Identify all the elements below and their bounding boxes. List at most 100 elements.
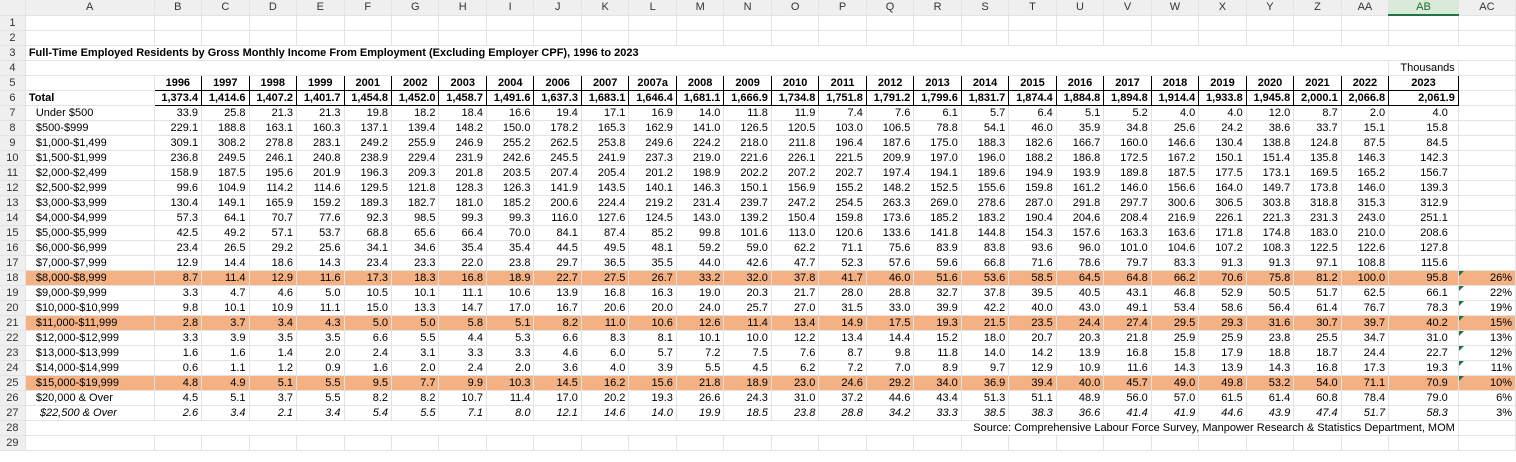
income-value-cell[interactable]: 19.3 <box>1388 360 1459 376</box>
total-value[interactable]: 2,066.8 <box>1340 90 1390 106</box>
income-value-cell[interactable]: 24.0 <box>676 300 725 316</box>
income-value-cell[interactable]: 3.9 <box>628 360 677 376</box>
income-value-cell[interactable]: 9.8 <box>866 345 915 361</box>
income-value-cell[interactable]: 144.8 <box>961 225 1010 241</box>
column-header-i[interactable]: I <box>486 0 535 16</box>
income-value-cell[interactable]: 6.6 <box>533 330 582 346</box>
row-header-7[interactable]: 7 <box>0 105 26 121</box>
cell-t1[interactable] <box>1008 15 1057 31</box>
income-value-cell[interactable]: 16.8 <box>1103 345 1152 361</box>
income-value-cell[interactable]: 60.8 <box>1293 390 1342 406</box>
income-value-cell[interactable]: 243.0 <box>1341 210 1390 226</box>
row-header-2[interactable]: 2 <box>0 30 26 46</box>
income-value-cell[interactable]: 57.1 <box>249 225 298 241</box>
cell-s1[interactable] <box>961 15 1010 31</box>
income-value-cell[interactable]: 22.7 <box>533 270 582 286</box>
income-value-cell[interactable]: 18.5 <box>723 405 772 421</box>
income-value-cell[interactable]: 2.0 <box>391 360 440 376</box>
income-value-cell[interactable]: 121.8 <box>391 180 440 196</box>
cell-a5[interactable] <box>25 75 155 91</box>
income-value-cell[interactable]: 138.8 <box>1246 135 1295 151</box>
row-header-22[interactable]: 22 <box>0 330 26 346</box>
income-value-cell[interactable]: 64.5 <box>1056 270 1105 286</box>
income-value-cell[interactable]: 10.1 <box>201 300 250 316</box>
income-value-cell[interactable]: 43.0 <box>1056 300 1105 316</box>
income-value-cell[interactable]: 156.7 <box>1388 165 1459 181</box>
income-value-cell[interactable]: 93.6 <box>1008 240 1057 256</box>
column-header-v[interactable]: V <box>1103 0 1152 16</box>
income-value-cell[interactable]: 9.7 <box>961 360 1010 376</box>
income-value-cell[interactable]: 58.5 <box>1008 270 1057 286</box>
income-value-cell[interactable]: 146.3 <box>1341 150 1390 166</box>
income-value-cell[interactable]: 16.3 <box>628 285 677 301</box>
income-value-cell[interactable]: 140.1 <box>628 180 677 196</box>
cell-n1[interactable] <box>723 15 772 31</box>
income-value-cell[interactable]: 36.5 <box>581 255 630 271</box>
income-value-cell[interactable]: 51.3 <box>961 390 1010 406</box>
income-value-cell[interactable]: 2.6 <box>154 405 203 421</box>
cell-ab2[interactable] <box>1388 30 1459 46</box>
income-value-cell[interactable]: 201.9 <box>296 165 345 181</box>
cell-f2[interactable] <box>344 30 393 46</box>
income-value-cell[interactable]: 14.0 <box>676 105 725 121</box>
cell-ac5[interactable] <box>1458 75 1516 91</box>
year-header[interactable]: 2017 <box>1103 74 1152 91</box>
income-value-cell[interactable]: 35.4 <box>438 240 487 256</box>
cell-o29[interactable] <box>771 435 820 451</box>
cell-y2[interactable] <box>1246 30 1295 46</box>
income-value-cell[interactable]: 193.9 <box>1056 165 1105 181</box>
income-band-label[interactable]: $10,000-$10,999 <box>25 300 155 316</box>
income-value-cell[interactable]: 49.1 <box>1103 300 1152 316</box>
cell-ac2[interactable] <box>1458 30 1516 46</box>
income-value-cell[interactable]: 114.2 <box>249 180 298 196</box>
income-value-cell[interactable]: 146.0 <box>1341 180 1390 196</box>
income-value-cell[interactable]: 33.2 <box>676 270 725 286</box>
income-value-cell[interactable]: 5.1 <box>201 390 250 406</box>
income-value-cell[interactable]: 211.8 <box>771 135 820 151</box>
income-value-cell[interactable]: 81.2 <box>1293 270 1342 286</box>
income-value-cell[interactable]: 283.1 <box>296 135 345 151</box>
income-value-cell[interactable]: 44.0 <box>676 255 725 271</box>
income-value-cell[interactable]: 207.4 <box>533 165 582 181</box>
income-value-cell[interactable]: 12.9 <box>154 255 203 271</box>
income-value-cell[interactable]: 188.2 <box>1008 150 1057 166</box>
income-value-cell[interactable]: 291.8 <box>1056 195 1105 211</box>
income-value-cell[interactable]: 49.8 <box>1198 375 1247 391</box>
income-value-cell[interactable]: 8.2 <box>344 390 393 406</box>
share-percent[interactable] <box>1458 150 1516 166</box>
income-value-cell[interactable]: 41.7 <box>818 270 867 286</box>
income-value-cell[interactable]: 14.3 <box>1151 360 1200 376</box>
cell-y1[interactable] <box>1246 15 1295 31</box>
income-value-cell[interactable]: 3.3 <box>154 285 203 301</box>
income-value-cell[interactable]: 124.8 <box>1293 135 1342 151</box>
income-band-label[interactable]: $3,000-$3,999 <box>25 195 155 211</box>
income-value-cell[interactable]: 65.6 <box>391 225 440 241</box>
income-value-cell[interactable]: 34.8 <box>1103 120 1152 136</box>
income-value-cell[interactable]: 59.6 <box>913 255 962 271</box>
cell-p2[interactable] <box>818 30 867 46</box>
income-value-cell[interactable]: 47.4 <box>1293 405 1342 421</box>
row-header-13[interactable]: 13 <box>0 195 26 211</box>
income-value-cell[interactable]: 28.8 <box>866 285 915 301</box>
income-value-cell[interactable]: 5.3 <box>486 330 535 346</box>
row-header-23[interactable]: 23 <box>0 345 26 361</box>
cell-ab1[interactable] <box>1388 15 1459 31</box>
income-value-cell[interactable]: 4.5 <box>154 390 203 406</box>
income-value-cell[interactable]: 7.6 <box>866 105 915 121</box>
income-value-cell[interactable]: 201.2 <box>628 165 677 181</box>
income-value-cell[interactable]: 21.8 <box>1103 330 1152 346</box>
cell-p1[interactable] <box>818 15 867 31</box>
income-value-cell[interactable]: 78.4 <box>1341 390 1390 406</box>
income-value-cell[interactable]: 31.5 <box>818 300 867 316</box>
row-header-11[interactable]: 11 <box>0 165 26 181</box>
income-value-cell[interactable]: 175.0 <box>913 135 962 151</box>
year-header[interactable]: 2008 <box>675 74 725 91</box>
cell-u2[interactable] <box>1056 30 1105 46</box>
column-header-aa[interactable]: AA <box>1341 0 1390 16</box>
income-value-cell[interactable]: 39.7 <box>1341 315 1390 331</box>
year-header[interactable]: 2016 <box>1055 74 1105 91</box>
income-value-cell[interactable]: 20.6 <box>581 300 630 316</box>
total-value[interactable]: 1,373.4 <box>153 90 203 106</box>
income-value-cell[interactable]: 124.5 <box>628 210 677 226</box>
row-header-5[interactable]: 5 <box>0 75 26 91</box>
